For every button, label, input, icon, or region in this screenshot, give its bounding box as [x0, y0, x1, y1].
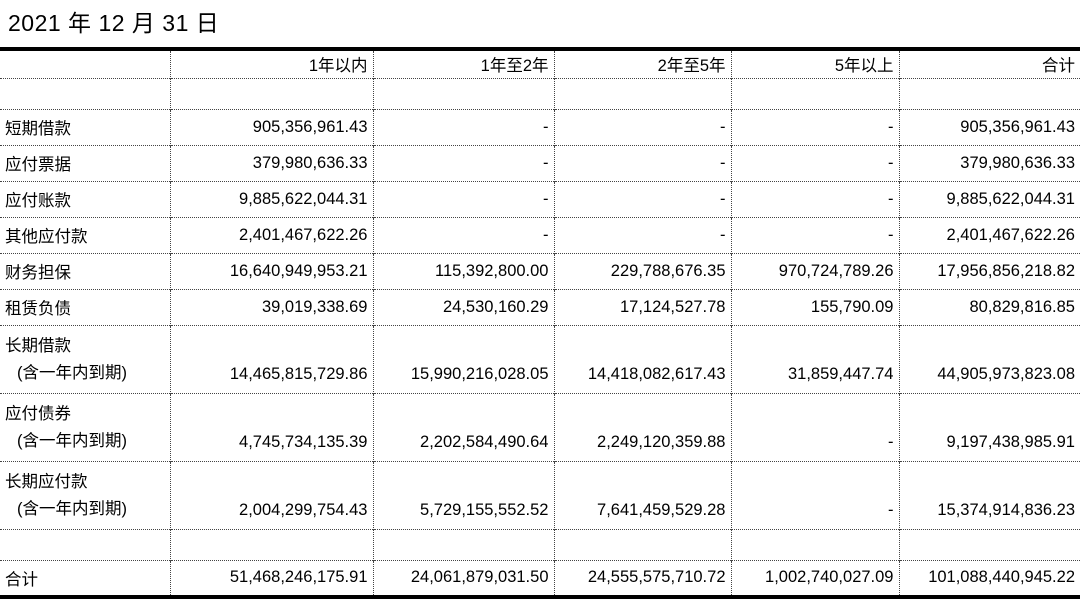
cell-value: 17,124,527.78	[553, 289, 731, 325]
total-value: 101,088,440,945.22	[898, 560, 1080, 597]
table-row-notes-payable: 应付票据 379,980,636.33 - - - 379,980,636.33	[0, 145, 1080, 181]
header-over-5yr: 5年以上	[730, 49, 899, 78]
header-empty	[0, 49, 170, 78]
cell-value: 2,202,584,490.64	[372, 393, 554, 461]
total-value: 24,061,879,031.50	[372, 560, 554, 597]
header-total: 合计	[898, 49, 1080, 78]
cell-value: -	[553, 217, 731, 253]
header-within-1yr: 1年以内	[169, 49, 373, 78]
total-label: 合计	[5, 570, 38, 589]
table-row-other-payables: 其他应付款 2,401,467,622.26 - - - 2,401,467,6…	[0, 217, 1080, 253]
row-label: 长期借款	[5, 336, 71, 355]
table-row-bonds-payable: 应付债券 (含一年内到期) 4,745,734,135.39 2,202,584…	[0, 393, 1080, 461]
cell-value: 16,640,949,953.21	[169, 253, 373, 289]
cell-value: 5,729,155,552.52	[372, 461, 554, 529]
cell-value: 2,401,467,622.26	[898, 217, 1080, 253]
cell-value: 379,980,636.33	[169, 145, 373, 181]
row-label: 其他应付款	[5, 228, 88, 246]
cell-value: 7,641,459,529.28	[553, 461, 731, 529]
table-row-total: 合计 51,468,246,175.91 24,061,879,031.50 2…	[0, 560, 1080, 597]
report-date-title: 2021 年 12 月 31 日	[8, 10, 220, 36]
cell-value: 2,401,467,622.26	[169, 217, 373, 253]
cell-value: 2,249,120,359.88	[553, 393, 731, 461]
cell-value: 80,829,816.85	[898, 289, 1080, 325]
table-row-lease-liabilities: 租赁负债 39,019,338.69 24,530,160.29 17,124,…	[0, 289, 1080, 325]
row-label: 应付债券	[5, 404, 71, 423]
cell-value: 905,356,961.43	[898, 109, 1080, 145]
cell-value: 15,990,216,028.05	[372, 325, 554, 393]
cell-value: -	[372, 109, 554, 145]
cell-value: 2,004,299,754.43	[169, 461, 373, 529]
header-2yr-to-5yr: 2年至5年	[553, 49, 731, 78]
cell-value: -	[372, 145, 554, 181]
total-value: 51,468,246,175.91	[169, 560, 373, 597]
cell-value: -	[730, 145, 899, 181]
total-value: 1,002,740,027.09	[730, 560, 899, 597]
table-row-accounts-payable: 应付账款 9,885,622,044.31 - - - 9,885,622,04…	[0, 181, 1080, 217]
cell-value: 229,788,676.35	[553, 253, 731, 289]
cell-value: -	[730, 217, 899, 253]
cell-value: -	[372, 181, 554, 217]
cell-value: 9,885,622,044.31	[898, 181, 1080, 217]
cell-value: -	[730, 109, 899, 145]
cell-value: 44,905,973,823.08	[898, 325, 1080, 393]
cell-value: 31,859,447.74	[730, 325, 899, 393]
row-sublabel: (含一年内到期)	[17, 499, 127, 518]
row-sublabel: (含一年内到期)	[17, 363, 127, 382]
cell-value: -	[553, 145, 731, 181]
table-row-short-term-borrowings: 短期借款 905,356,961.43 - - - 905,356,961.43	[0, 109, 1080, 145]
cell-value: -	[553, 181, 731, 217]
total-value: 24,555,575,710.72	[553, 560, 731, 597]
cell-value: 9,885,622,044.31	[169, 181, 373, 217]
cell-value: 24,530,160.29	[372, 289, 554, 325]
cell-value: 905,356,961.43	[169, 109, 373, 145]
cell-value: 17,956,856,218.82	[898, 253, 1080, 289]
row-sublabel: (含一年内到期)	[17, 431, 127, 450]
cell-value: 4,745,734,135.39	[169, 393, 373, 461]
header-1yr-to-2yr: 1年至2年	[372, 49, 554, 78]
cell-value: 155,790.09	[730, 289, 899, 325]
cell-value: 9,197,438,985.91	[898, 393, 1080, 461]
table-row-long-term-payables: 长期应付款 (含一年内到期) 2,004,299,754.43 5,729,15…	[0, 461, 1080, 529]
cell-value: 14,418,082,617.43	[553, 325, 731, 393]
cell-value: 115,392,800.00	[372, 253, 554, 289]
cell-value: -	[730, 181, 899, 217]
table-header-row: 1年以内 1年至2年 2年至5年 5年以上 合计	[0, 49, 1080, 78]
cell-value: 970,724,789.26	[730, 253, 899, 289]
spacer-row	[0, 78, 1080, 109]
row-label: 租赁负债	[5, 300, 71, 318]
row-label: 长期应付款	[5, 472, 88, 491]
maturity-analysis-table: 1年以内 1年至2年 2年至5年 5年以上 合计 短期借款 905,356,96…	[0, 47, 1080, 599]
table-row-long-term-borrowings: 长期借款 (含一年内到期) 14,465,815,729.86 15,990,2…	[0, 325, 1080, 393]
row-label: 短期借款	[5, 120, 71, 138]
cell-value: -	[372, 217, 554, 253]
row-label: 财务担保	[5, 264, 71, 282]
cell-value: -	[730, 461, 899, 529]
cell-value: 39,019,338.69	[169, 289, 373, 325]
spacer-row	[0, 529, 1080, 560]
cell-value: 14,465,815,729.86	[169, 325, 373, 393]
cell-value: -	[730, 393, 899, 461]
cell-value: 15,374,914,836.23	[898, 461, 1080, 529]
row-label: 应付账款	[5, 192, 71, 210]
cell-value: 379,980,636.33	[898, 145, 1080, 181]
row-label: 应付票据	[5, 156, 71, 174]
table-row-financial-guarantees: 财务担保 16,640,949,953.21 115,392,800.00 22…	[0, 253, 1080, 289]
cell-value: -	[553, 109, 731, 145]
